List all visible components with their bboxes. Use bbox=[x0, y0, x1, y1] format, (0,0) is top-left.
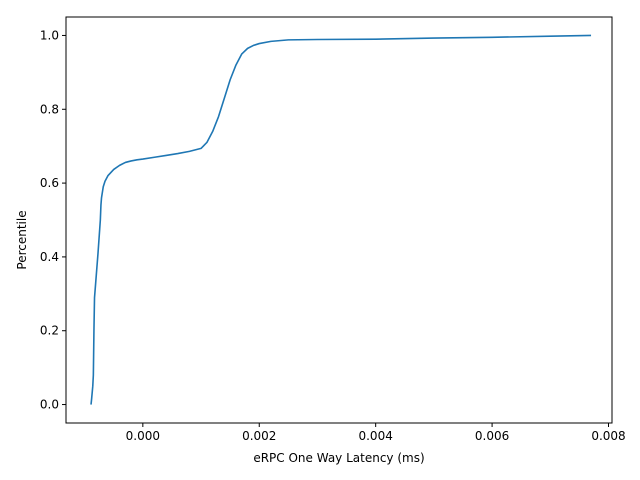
x-tick-label: 0.002 bbox=[242, 429, 276, 443]
y-tick-label: 0.2 bbox=[40, 324, 59, 338]
axes-frame bbox=[65, 16, 613, 424]
y-tick-label: 0.4 bbox=[40, 250, 59, 264]
x-tick-label: 0.006 bbox=[475, 429, 509, 443]
y-tick-label: 1.0 bbox=[40, 28, 59, 42]
series-line bbox=[90, 34, 592, 405]
x-tick-label: 0.004 bbox=[358, 429, 392, 443]
y-tick-label: 0.0 bbox=[40, 398, 59, 412]
x-tick-label: 0.000 bbox=[126, 429, 160, 443]
x-axis-label: eRPC One Way Latency (ms) bbox=[253, 451, 424, 465]
y-tick-label: 0.6 bbox=[40, 176, 59, 190]
y-axis-label: Percentile bbox=[15, 210, 29, 269]
y-tick-label: 0.8 bbox=[40, 102, 59, 116]
axis-ticks: 0.000 0.002 0.004 0.006 0.008 0.0 0.2 0.4 0.6 0.8… bbox=[40, 28, 626, 443]
plot-area bbox=[90, 34, 592, 405]
x-tick-label: 0.008 bbox=[591, 429, 625, 443]
